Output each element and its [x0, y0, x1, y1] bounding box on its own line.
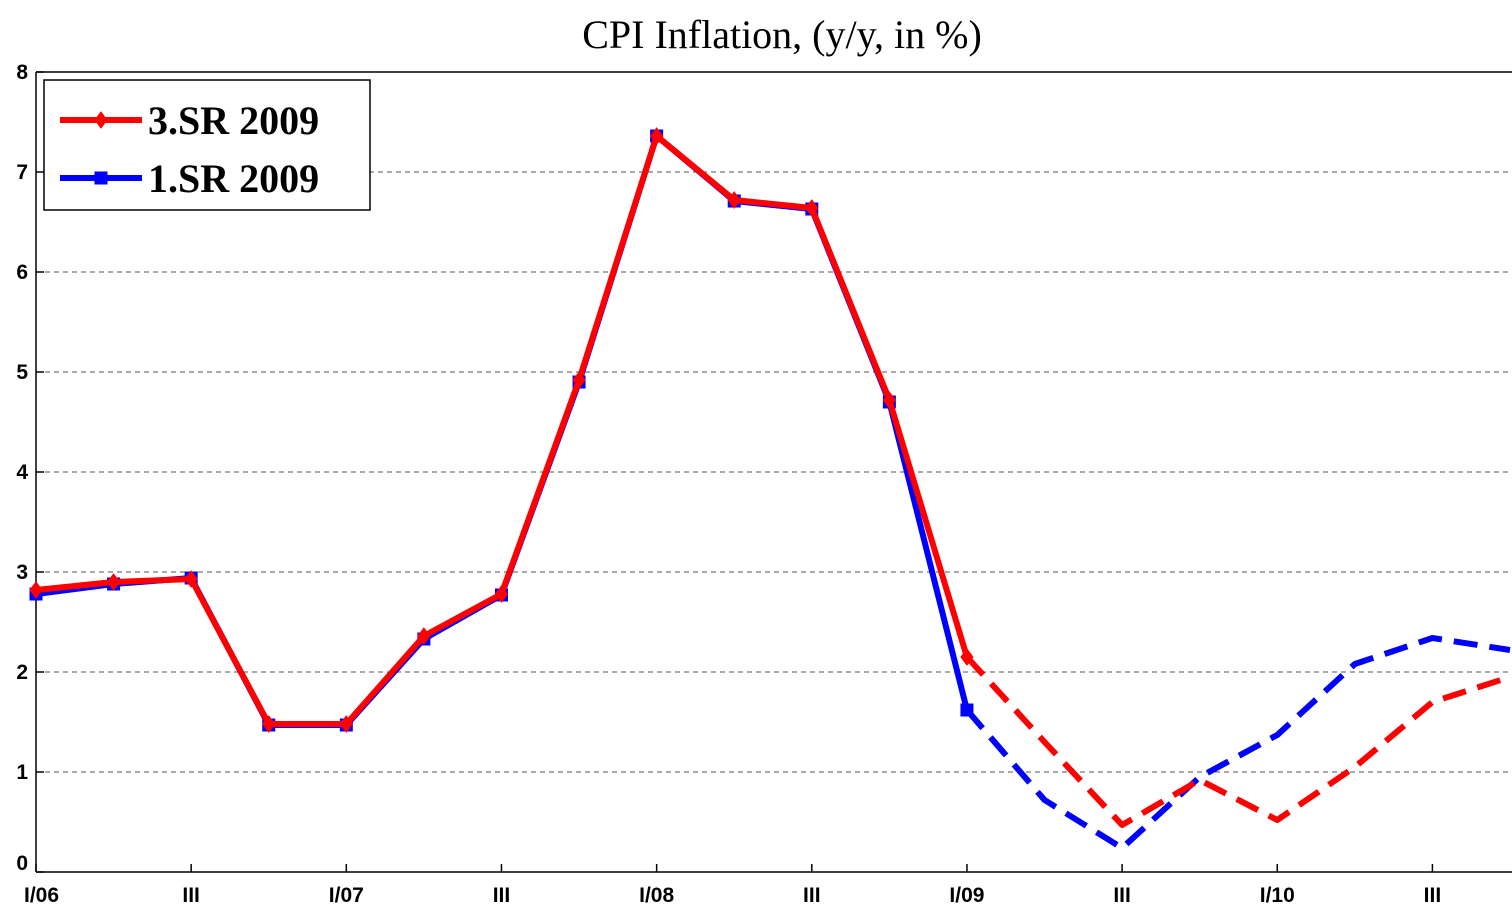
x-tick-label: III [803, 884, 821, 907]
chart-title: CPI Inflation, (y/y, in %) [582, 12, 982, 57]
line [35, 133, 970, 727]
x-tick-label: I/09 [949, 884, 984, 907]
marker [572, 371, 586, 389]
marker [417, 627, 431, 645]
marker [805, 199, 819, 217]
marker [960, 703, 974, 717]
y-tick-label: 4 [16, 461, 28, 484]
marker [650, 127, 664, 145]
marker [262, 715, 276, 733]
x-tick-label: I/06 [24, 884, 59, 907]
legend: 3.SR 2009 1.SR 2009 [43, 79, 371, 211]
y-tick-label: 2 [16, 661, 28, 684]
y-tick-label: 6 [16, 261, 28, 284]
marker [494, 585, 509, 603]
marker [339, 715, 353, 733]
marker [960, 648, 974, 666]
x-tick-label: III [1113, 884, 1131, 907]
series [29, 129, 1511, 851]
marker [106, 573, 121, 591]
x-tick-label: III [182, 884, 200, 907]
marker [184, 570, 198, 588]
x-tick-label: I/10 [1260, 884, 1295, 907]
x-tick-label: III [1424, 884, 1442, 907]
marker [29, 581, 43, 599]
marker [882, 391, 896, 409]
y-tick-label: 7 [16, 161, 28, 184]
x-tick-label: I/08 [639, 884, 674, 907]
y-tick-label: 5 [16, 361, 28, 384]
series [29, 127, 1511, 828]
forecast-line [964, 654, 1511, 828]
marker [94, 171, 108, 185]
x-tick-label: I/07 [329, 884, 364, 907]
forecast-line [964, 635, 1511, 851]
legend-label: 1.SR 2009 [148, 156, 319, 201]
legend-label: 3.SR 2009 [148, 98, 319, 143]
marker [727, 191, 741, 209]
x-tick-label: III [493, 884, 511, 907]
y-tick-label: 1 [16, 761, 28, 784]
marker [94, 111, 108, 129]
y-tick-label: 0 [16, 852, 28, 875]
y-tick-label: 8 [16, 61, 28, 84]
legend-box [43, 79, 371, 211]
y-tick-label: 3 [16, 561, 28, 584]
line [35, 133, 970, 728]
